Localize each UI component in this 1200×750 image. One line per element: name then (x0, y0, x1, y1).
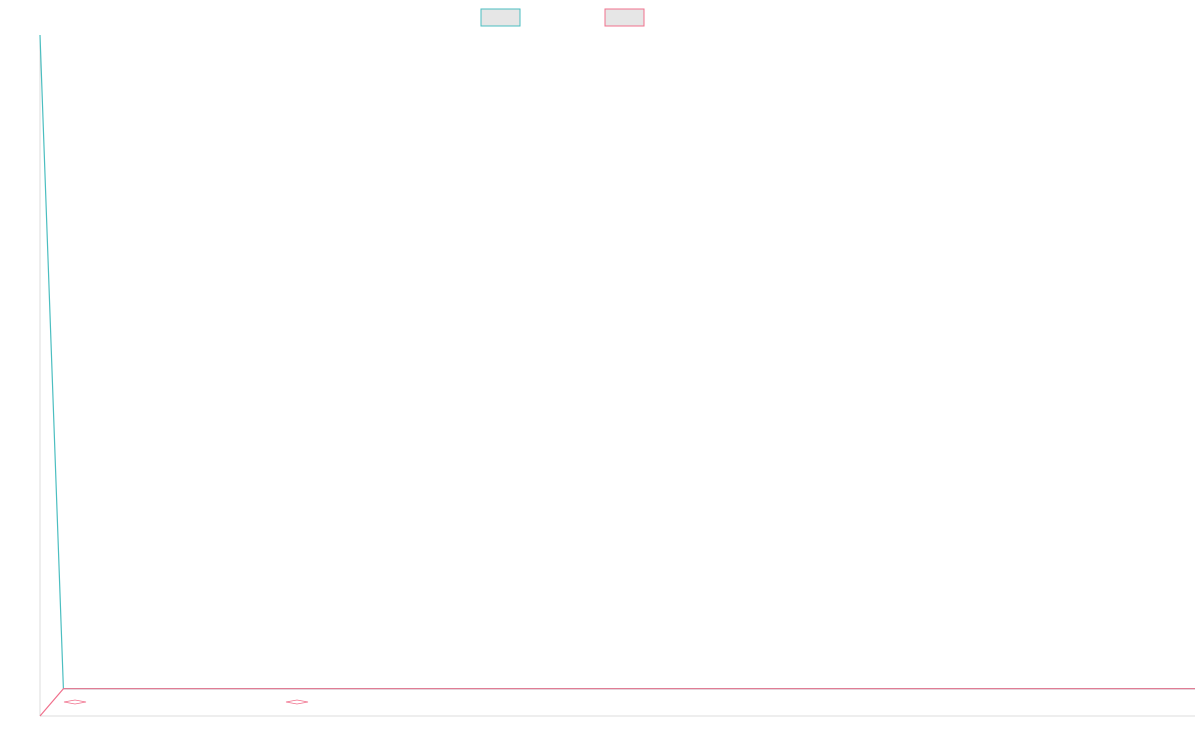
series-2-point (285, 699, 309, 705)
series-line-2 (39, 688, 1195, 717)
legend-swatch-2 (604, 8, 645, 27)
legend-swatch-1 (480, 8, 521, 27)
series-line-1 (39, 34, 1195, 690)
series-2-point (63, 699, 87, 705)
